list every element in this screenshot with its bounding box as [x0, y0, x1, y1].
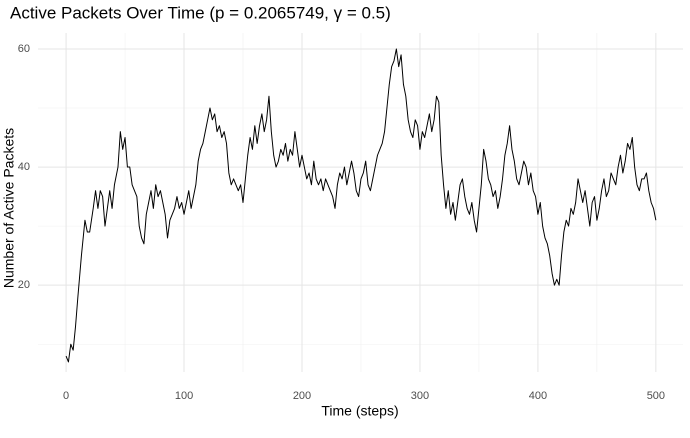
y-axis-label: Number of Active Packets — [1, 128, 17, 288]
x-tick-label: 0 — [63, 390, 69, 402]
x-tick-label: 400 — [529, 390, 547, 402]
x-tick-label: 500 — [647, 390, 665, 402]
chart-title: Active Packets Over Time (p = 0.2065749,… — [10, 3, 391, 22]
data-line — [65, 48, 657, 363]
x-axis-label: Time (steps) — [321, 403, 398, 419]
x-tick-label: 300 — [411, 390, 429, 402]
y-tick-label: 40 — [18, 161, 30, 173]
x-tick-label: 100 — [175, 390, 193, 402]
y-tick-label: 60 — [18, 43, 30, 55]
x-tick-label: 200 — [293, 390, 311, 402]
y-tick-label: 20 — [18, 279, 30, 291]
